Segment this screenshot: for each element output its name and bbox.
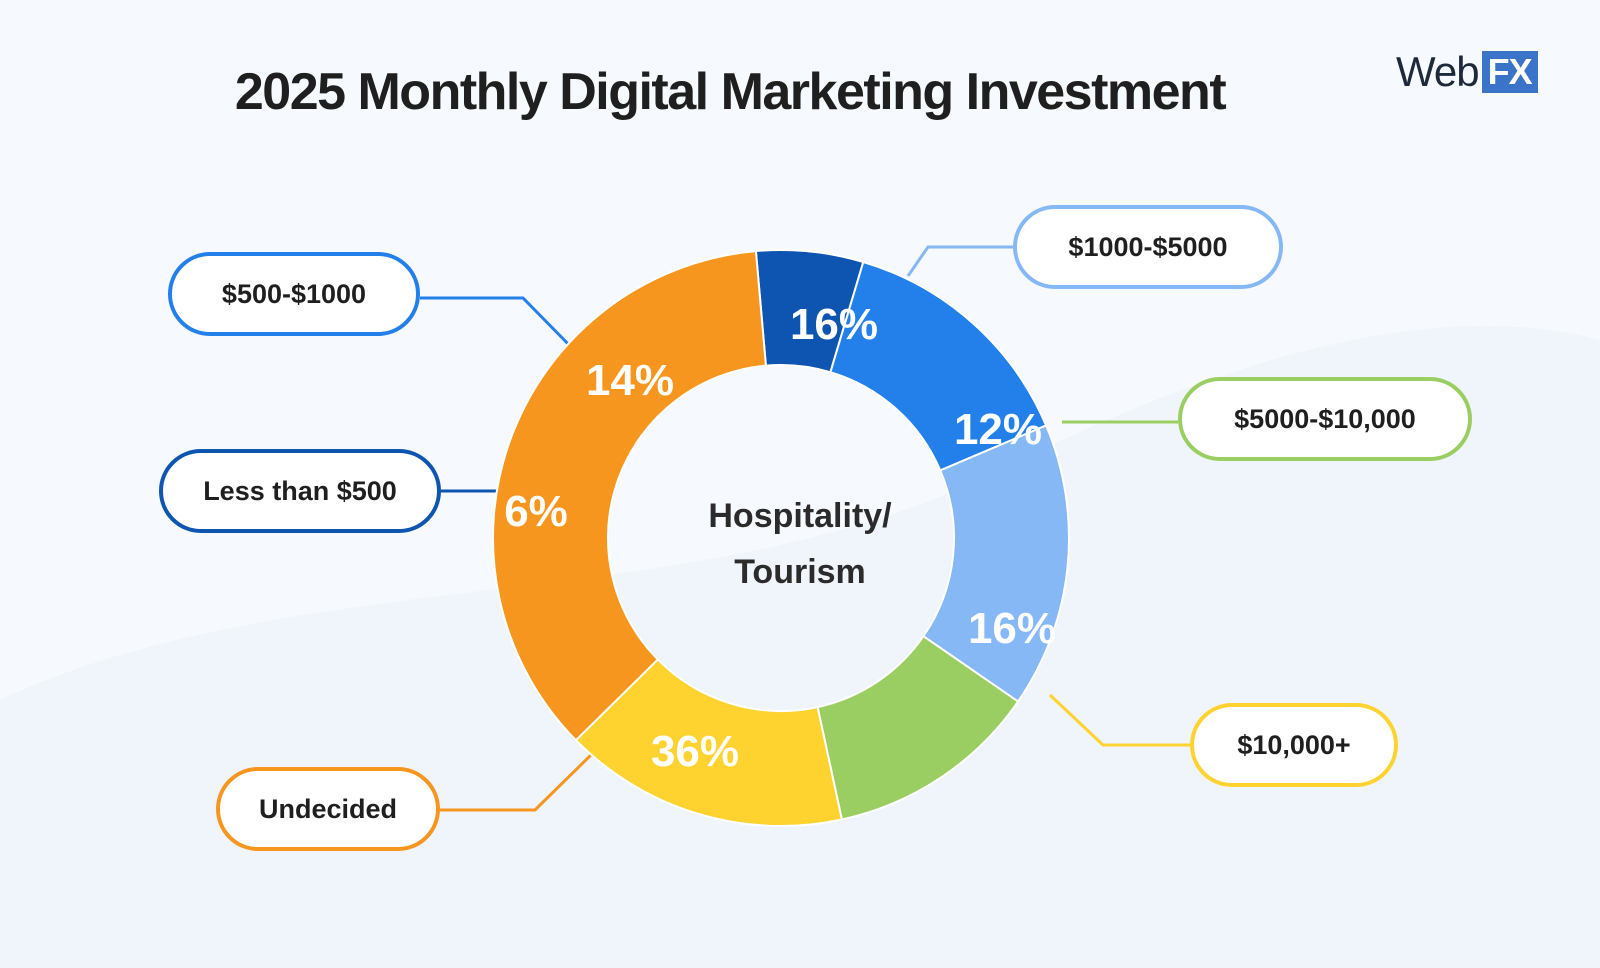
webfx-logo: Web FX xyxy=(1396,48,1538,96)
slice-5 xyxy=(492,250,768,742)
center-label-line-2: Tourism xyxy=(734,553,866,591)
legend-pill: Undecided xyxy=(216,767,440,851)
donut-slices xyxy=(492,249,1070,827)
legend-pill: $1000-$5000 xyxy=(1013,205,1283,289)
logo-web-text: Web xyxy=(1396,48,1480,95)
legend-pill: Less than $500 xyxy=(159,449,441,533)
slice-percent-label: 16% xyxy=(968,604,1056,653)
percent-labels: 6% 14% 16% 12% 16% 36% xyxy=(504,300,1056,776)
slice-2 xyxy=(922,424,1070,703)
slice-4 xyxy=(574,658,844,827)
connector-line xyxy=(1048,693,1190,747)
slice-percent-label: 6% xyxy=(504,487,568,536)
connector-line xyxy=(440,750,596,812)
slice-percent-label: 12% xyxy=(954,405,1042,454)
logo-fx-text: FX xyxy=(1481,51,1538,93)
center-label-line-1: Hospitality/ xyxy=(708,497,892,535)
connector-line xyxy=(420,296,579,355)
slice-percent-label: 14% xyxy=(586,356,674,405)
connector-lines xyxy=(420,245,1190,812)
slice-percent-label: 36% xyxy=(651,727,739,776)
legend-pill: $500-$1000 xyxy=(168,252,420,336)
connector-line xyxy=(906,245,1013,277)
slice-percent-label: 16% xyxy=(790,300,878,349)
legend-pill: $10,000+ xyxy=(1190,703,1398,787)
chart-title: 2025 Monthly Digital Marketing Investmen… xyxy=(234,63,1227,121)
legend-pill: $5000-$10,000 xyxy=(1178,377,1472,461)
donut-center-label: Hospitality/ Tourism xyxy=(640,488,960,600)
